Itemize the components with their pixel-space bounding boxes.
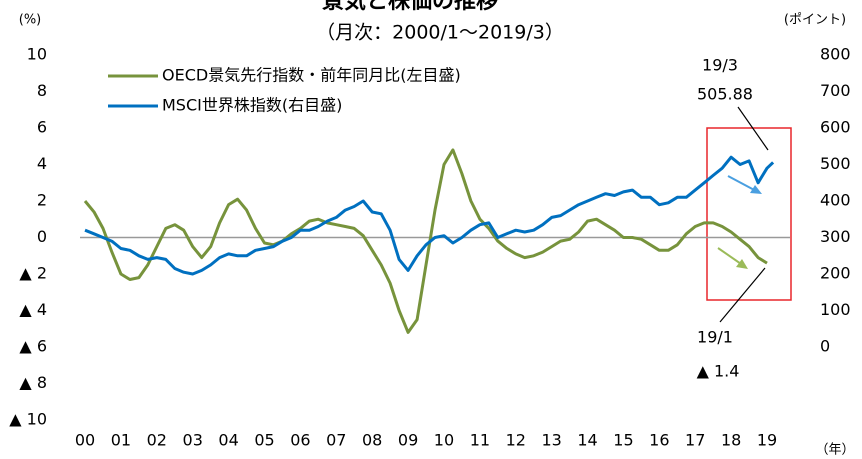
series-line: [84, 155, 775, 276]
x-tick-label: 11: [470, 431, 490, 450]
y2-tick-label: 300: [820, 227, 851, 246]
y2-tick-label: 200: [820, 264, 851, 283]
x-tick-label: 17: [685, 431, 705, 450]
callout-line: [719, 267, 766, 323]
x-tick-label: 04: [218, 431, 238, 450]
y-axis-label: (%): [19, 13, 42, 28]
y2-axis-label: (ポイント): [784, 13, 846, 28]
y2-tick-label: 100: [820, 300, 851, 319]
y2-tick-label: 800: [820, 45, 851, 64]
y-tick-label: 4: [37, 154, 47, 173]
y-tick-label: ▲ 10: [9, 410, 47, 429]
x-tick-label: 08: [362, 431, 382, 450]
x-tick-label: 12: [506, 431, 526, 450]
x-tick-label: 16: [649, 431, 669, 450]
y-tick-label: 10: [27, 45, 47, 64]
series-line: [83, 148, 768, 334]
trend-arrow: [717, 175, 762, 269]
x-tick-label: 14: [577, 431, 597, 450]
y-tick-label: ▲ 8: [19, 373, 47, 392]
y-tick-label: 2: [37, 191, 47, 210]
x-tick-label: 07: [326, 431, 346, 450]
x-tick-label: 18: [721, 431, 741, 450]
y-tick-label: 0: [37, 227, 47, 246]
x-tick-label: 00: [75, 431, 95, 450]
x-tick-label: 19: [757, 431, 777, 450]
y-tick-label: ▲ 2: [19, 264, 47, 283]
y-tick-label: ▲ 6: [19, 337, 47, 356]
annotation: ▲ 1.4: [697, 362, 740, 381]
x-tick-label: 13: [541, 431, 561, 450]
y2-tick-label: 600: [820, 118, 851, 137]
y2-tick-label: 500: [820, 154, 851, 173]
legend-label: OECD景気先行指数・前年同月比(左目盛): [162, 66, 461, 85]
y-tick-label: ▲ 4: [19, 300, 47, 319]
x-tick-label: 02: [147, 431, 167, 450]
x-tick-label: 06: [290, 431, 310, 450]
x-tick-label: 05: [254, 431, 274, 450]
annotation: 505.88: [697, 85, 753, 104]
x-tick-label: 15: [613, 431, 633, 450]
legend-label: MSCI世界株指数(右目盛): [162, 96, 342, 115]
x-tick-label: 10: [434, 431, 454, 450]
callout-line: [737, 106, 769, 151]
x-tick-label: 01: [111, 431, 131, 450]
annotation: 19/1: [697, 328, 733, 347]
chart-title: 景気と株価の推移: [322, 0, 498, 14]
y-tick-label: 6: [37, 118, 47, 137]
y-tick-label: 8: [37, 81, 47, 100]
y2-tick-label: 700: [820, 81, 851, 100]
x-tick-label: 09: [398, 431, 418, 450]
highlight-box: [706, 127, 792, 301]
y2-tick-label: 0: [820, 337, 830, 356]
chart-subtitle: （月次：2000/1～2019/3）: [316, 22, 564, 44]
y2-tick-label: 400: [820, 191, 851, 210]
x-axis-label: （年）: [815, 443, 854, 458]
annotation: 19/3: [702, 56, 738, 75]
x-tick-label: 03: [183, 431, 203, 450]
